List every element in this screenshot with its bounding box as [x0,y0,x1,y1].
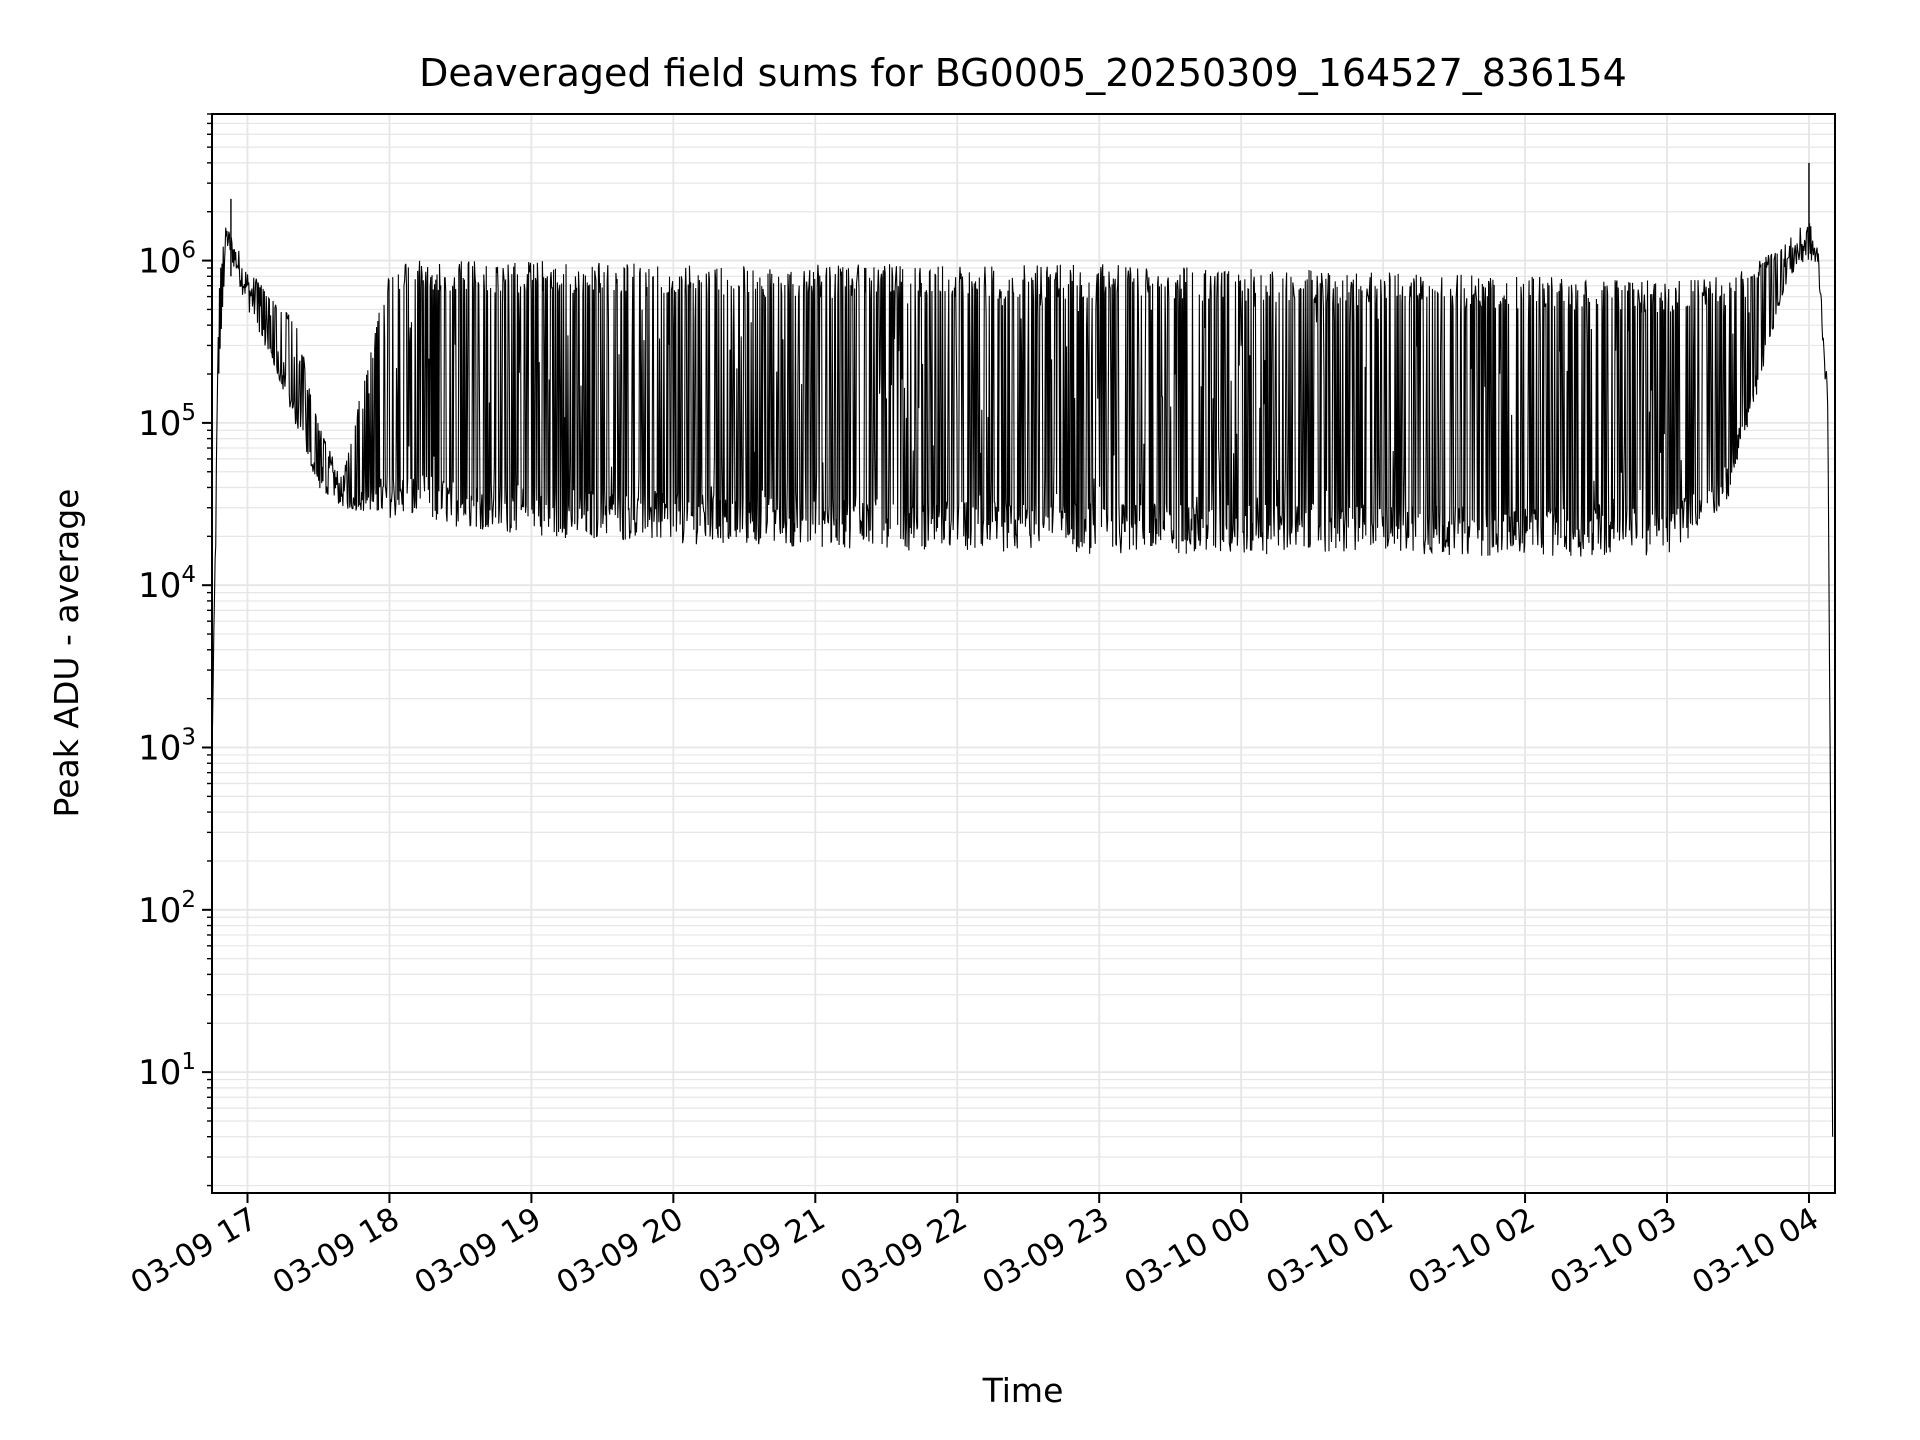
x-tick-label: 03-09 17 [125,1201,264,1302]
x-tick-label: 03-10 03 [1544,1201,1683,1302]
x-axis-ticks: 03-09 17 03-09 18 03-09 19 03-09 20 03-09 21… [125,1193,1825,1302]
y-axis-label: Peak ADU - average [47,489,86,818]
x-tick-label: 03-09 19 [409,1201,548,1302]
x-tick-label: 03-09 18 [267,1201,406,1302]
y-tick-label: 104 [138,562,196,606]
x-tick-label: 03-09 21 [693,1201,832,1302]
y-axis-ticks: 101 102 103 104 105 106 [138,113,212,1187]
plot-area-frame [211,113,1836,1194]
x-tick-label: 03-09 23 [976,1201,1115,1302]
x-tick-label: 03-10 02 [1402,1201,1541,1302]
y-tick-label: 105 [138,400,196,444]
y-tick-label: 106 [138,238,196,282]
x-axis-label: Time [982,1371,1064,1410]
x-tick-label: 03-10 00 [1118,1201,1257,1302]
series-line [211,162,1834,1137]
y-tick-label: 102 [138,887,196,931]
x-tick-label: 03-10 04 [1686,1201,1825,1302]
x-tick-label: 03-09 22 [835,1201,974,1302]
x-tick-label: 03-09 20 [551,1201,690,1302]
x-tick-label: 03-10 01 [1260,1201,1399,1302]
grid-lines [212,113,1835,1193]
y-tick-label: 101 [138,1049,196,1093]
series-path [211,223,1834,1137]
y-tick-label: 103 [138,725,196,769]
chart-title: Deaveraged field sums for BG0005_2025030… [419,51,1627,95]
